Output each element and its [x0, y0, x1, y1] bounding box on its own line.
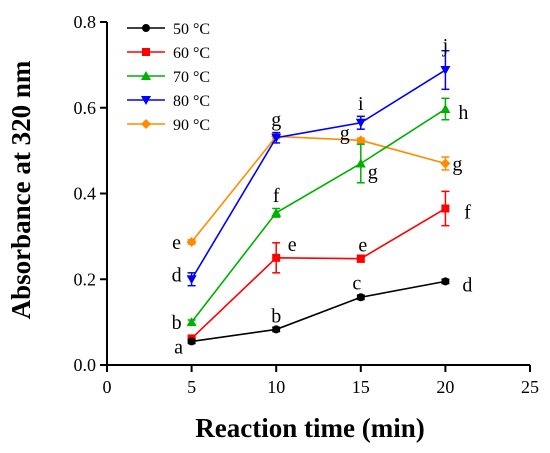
significance-letter: j: [442, 35, 449, 57]
data-point: [141, 96, 151, 105]
significance-letter: d: [172, 264, 182, 286]
data-point: [440, 158, 451, 169]
y-axis-title: Absorbance at 320 nm: [6, 60, 36, 319]
x-tick-label: 20: [436, 377, 454, 397]
significance-letter: h: [458, 102, 468, 124]
data-point: [355, 158, 366, 168]
data-point: [272, 253, 281, 262]
legend-label: 50 °C: [173, 21, 210, 38]
data-point: [441, 277, 450, 286]
series-line: [191, 280, 446, 343]
legend-label: 90 °C: [173, 117, 210, 134]
significance-letter: d: [462, 274, 472, 296]
y-tick-label: 0.4: [74, 184, 97, 204]
data-point: [271, 207, 282, 217]
x-tick-label: 0: [103, 377, 112, 397]
legend-label: 70 °C: [173, 69, 210, 86]
data-point: [441, 204, 450, 213]
y-tick-label: 0.8: [74, 12, 97, 32]
significance-letter: g: [368, 161, 378, 183]
data-point: [356, 293, 365, 302]
significance-letter: e: [288, 234, 297, 256]
significance-letter: e: [172, 232, 181, 254]
series-line: [190, 108, 446, 323]
data-point: [141, 119, 151, 129]
significance-letter: g: [452, 153, 462, 175]
series-line: [190, 135, 446, 243]
significance-letter: g: [340, 122, 350, 144]
significance-letter: f: [273, 185, 280, 207]
series-line: [191, 207, 446, 339]
data-point: [440, 66, 451, 76]
x-tick-label: 5: [187, 377, 196, 397]
data-point: [142, 48, 150, 56]
legend-label: 60 °C: [173, 45, 210, 62]
significance-letter: a: [174, 336, 183, 358]
series-line: [190, 69, 446, 280]
significance-letter: i: [358, 93, 364, 115]
data-point: [187, 337, 196, 346]
data-point: [355, 118, 366, 128]
data-point: [440, 104, 451, 114]
x-tick-label: 15: [352, 377, 370, 397]
significance-letter: b: [271, 305, 281, 327]
x-axis-title: Reaction time (min): [195, 413, 424, 443]
data-point: [355, 135, 366, 146]
y-tick-label: 0.6: [74, 98, 97, 118]
significance-letter: g: [271, 109, 281, 131]
significance-letter: c: [352, 272, 361, 294]
data-point: [141, 71, 151, 80]
data-point: [186, 236, 197, 247]
legend: 50 °C 60 °C 70 °C 80 °C 90 °C: [127, 21, 210, 134]
significance-letter: f: [464, 202, 471, 224]
y-tick-label: 0.2: [74, 269, 97, 289]
data-point: [271, 133, 282, 143]
data-point: [186, 317, 197, 327]
x-tick-label: 25: [521, 377, 539, 397]
data-point: [186, 275, 197, 285]
y-tick-label: 0.0: [74, 355, 97, 375]
significance-letter: e: [358, 235, 367, 257]
significance-letter: b: [172, 312, 182, 334]
x-tick-label: 10: [267, 377, 285, 397]
legend-label: 80 °C: [173, 93, 210, 110]
data-point: [142, 24, 150, 32]
data-point: [356, 254, 365, 263]
data-point: [272, 325, 281, 334]
